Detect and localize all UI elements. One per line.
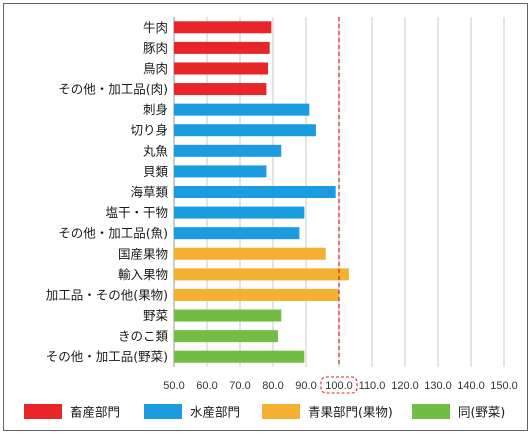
legend-label-1: 水産部門	[190, 405, 240, 420]
category-label-9: 塩干・干物	[105, 205, 168, 220]
legend-label-0: 畜産部門	[70, 405, 120, 420]
category-label-4: 刺身	[143, 102, 168, 117]
x-tick-label-0: 50.0	[163, 380, 184, 392]
bar-8	[174, 186, 336, 198]
x-tick-label-8: 130.0	[424, 380, 452, 392]
x-tick-label-6: 110.0	[359, 380, 386, 392]
bar-13	[174, 288, 339, 301]
x-tick-label-4: 90.0	[295, 380, 316, 392]
bar-11	[174, 247, 326, 260]
bar-6	[174, 144, 282, 157]
bar-9	[174, 206, 305, 219]
category-label-8: 海草類	[130, 185, 168, 200]
reference-tick-highlight	[320, 376, 358, 394]
category-label-15: きのこ類	[118, 329, 169, 344]
x-tick-label-10: 150.0	[490, 380, 518, 392]
legend-label-3: 同(野菜)	[458, 405, 505, 420]
chart-frame: 牛肉豚肉鳥肉その他・加工品(肉) 刺身切り身丸魚貝類海草類塩干・干物その他・加工品…	[3, 3, 528, 431]
category-label-3: その他・加工品(肉)	[58, 82, 168, 97]
category-label-2: 鳥肉	[143, 61, 168, 76]
x-tick-label-5: 100.0	[325, 380, 353, 392]
legend-swatch-0	[24, 404, 62, 419]
x-tick-label-3: 80.0	[262, 380, 283, 392]
legend-swatch-1	[144, 404, 182, 419]
bar-12	[174, 268, 349, 281]
legend-swatch-2	[262, 404, 300, 419]
category-label-10: その他・加工品(魚)	[58, 226, 168, 241]
bar-5	[174, 124, 316, 137]
bar-10	[174, 227, 300, 240]
bar-3	[174, 83, 267, 96]
category-label-16: その他・加工品(野菜)	[46, 349, 168, 364]
category-label-11: 国産果物	[118, 246, 168, 261]
x-tick-label-1: 60.0	[196, 380, 217, 392]
x-tick-label-9: 140.0	[457, 380, 485, 392]
category-label-7: 貝類	[143, 164, 169, 179]
bar-14	[174, 309, 282, 322]
category-label-1: 豚肉	[143, 40, 168, 55]
x-tick-label-7: 120.0	[391, 380, 419, 392]
category-label-6: 丸魚	[143, 143, 169, 158]
bar-1	[174, 41, 270, 54]
category-label-14: 野菜	[143, 308, 169, 323]
legend-swatch-3	[412, 404, 450, 419]
bar-4	[174, 103, 310, 116]
x-tick-label-2: 70.0	[229, 380, 250, 392]
bar-16	[174, 350, 305, 363]
category-label-0: 牛肉	[143, 20, 168, 35]
bar-2	[174, 62, 269, 75]
bar-7	[174, 165, 267, 178]
category-label-13: 加工品・その他(果物)	[46, 287, 168, 302]
bar-0	[174, 21, 272, 34]
category-label-12: 輸入果物	[118, 267, 168, 282]
category-label-5: 切り身	[130, 123, 168, 138]
bar-15	[174, 330, 278, 343]
legend-label-2: 青果部門(果物)	[308, 405, 393, 420]
